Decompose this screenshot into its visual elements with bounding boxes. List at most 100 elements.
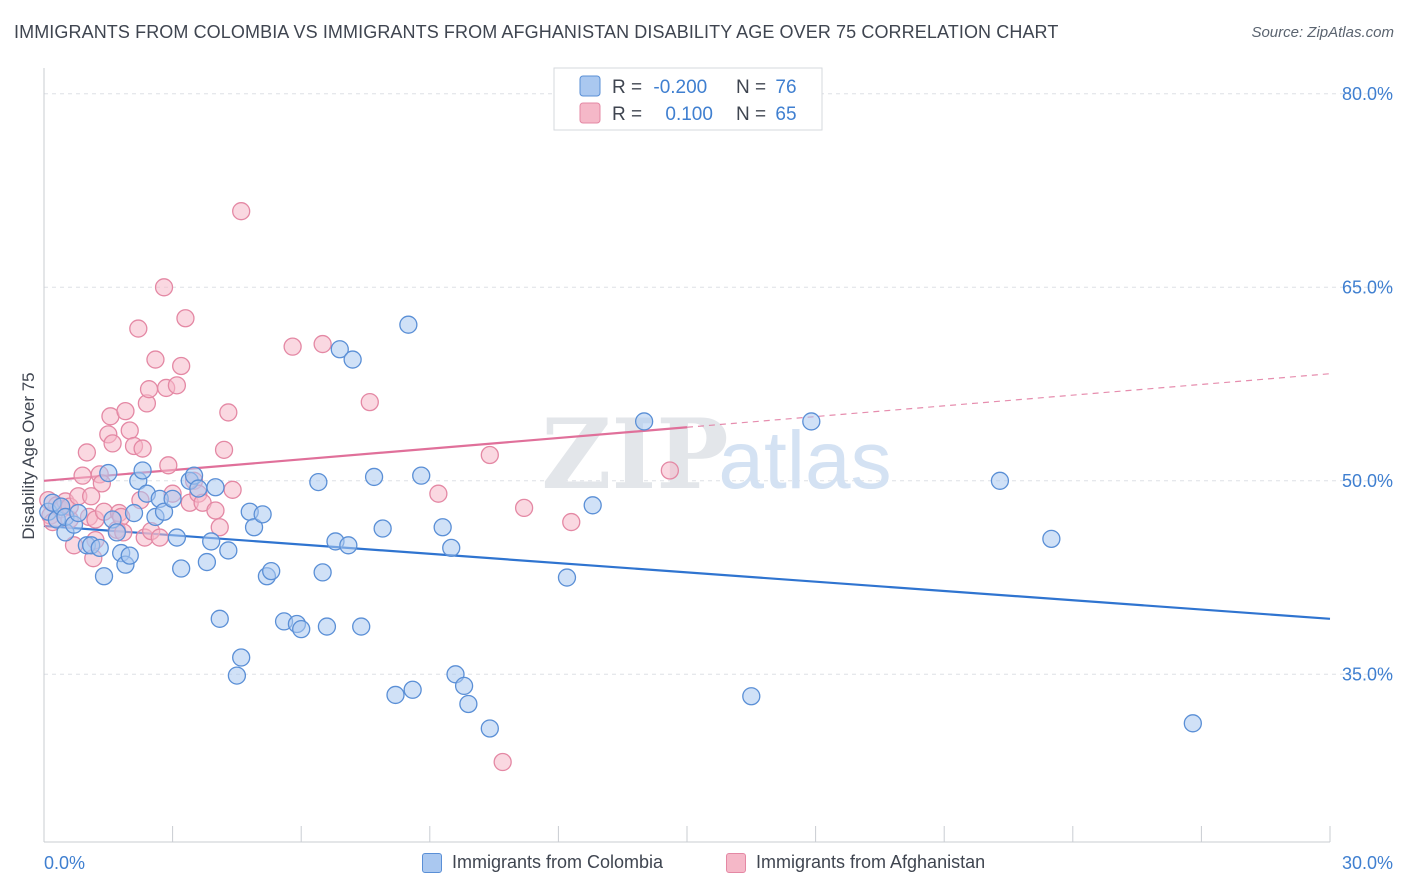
point-colombia	[480, 719, 499, 738]
point-afghanistan	[562, 512, 581, 532]
legend-n-value-colombia: 76	[775, 77, 796, 98]
point-colombia	[232, 648, 251, 667]
legend-swatch-afghanistan	[579, 102, 601, 124]
point-afghanistan	[116, 401, 135, 421]
point-colombia	[107, 523, 127, 542]
legend-swatch-afghanistan	[726, 852, 746, 873]
point-colombia	[167, 528, 187, 547]
legend-label-colombia: Immigrants from Colombia	[452, 852, 664, 872]
legend-label-afghanistan: Immigrants from Afghanistan	[756, 852, 986, 872]
point-colombia	[352, 617, 371, 636]
y-axis-label: Disability Age Over 75	[19, 372, 38, 539]
point-colombia	[292, 620, 311, 639]
trend-line-afghanistan-extension	[686, 373, 1331, 428]
point-colombia	[339, 536, 358, 555]
point-colombia	[364, 467, 384, 487]
y-tick-label: 35.0%	[1342, 664, 1393, 684]
point-afghanistan	[172, 356, 191, 376]
point-colombia	[433, 518, 452, 537]
point-colombia	[442, 538, 461, 558]
point-colombia	[262, 561, 281, 581]
point-colombia	[197, 552, 217, 572]
point-colombia	[412, 466, 431, 485]
data-points	[39, 202, 1202, 772]
trend-line-colombia	[43, 524, 1331, 620]
point-afghanistan	[206, 501, 225, 520]
point-afghanistan	[82, 487, 101, 506]
point-afghanistan	[429, 484, 448, 503]
point-afghanistan	[480, 445, 499, 465]
point-afghanistan	[154, 278, 174, 297]
point-afghanistan	[129, 319, 148, 338]
point-colombia	[373, 519, 392, 538]
point-colombia	[990, 471, 1010, 490]
point-afghanistan	[214, 440, 234, 459]
y-tick-label: 80.0%	[1342, 84, 1393, 104]
point-afghanistan	[313, 334, 332, 354]
point-colombia	[189, 479, 208, 498]
point-colombia	[1042, 529, 1061, 548]
point-colombia	[343, 350, 362, 369]
svg-text:N = 65: N = 65	[736, 104, 797, 125]
legend-item-colombia[interactable]: Immigrants from Colombia	[422, 852, 663, 873]
point-afghanistan	[219, 403, 238, 422]
chart-title: IMMIGRANTS FROM COLOMBIA VS IMMIGRANTS F…	[14, 22, 1059, 42]
point-colombia	[330, 340, 349, 359]
point-colombia	[163, 489, 182, 509]
point-afghanistan	[360, 392, 379, 412]
legend-r-value-afghanistan: 0.100	[665, 104, 713, 125]
source-credit: Source: ZipAtlas.com	[1251, 24, 1394, 41]
legend-r-label: R =	[612, 104, 647, 125]
point-colombia	[403, 680, 422, 699]
svg-text:N = 76: N = 76	[736, 77, 797, 98]
point-afghanistan	[77, 443, 97, 462]
point-afghanistan	[493, 752, 512, 772]
point-colombia	[317, 617, 337, 636]
watermark-atlas: atlas	[718, 415, 891, 506]
point-colombia	[557, 568, 577, 587]
point-afghanistan	[283, 337, 302, 356]
point-afghanistan	[232, 202, 251, 221]
point-afghanistan	[660, 461, 680, 480]
svg-text:R = -0.200: R = -0.200	[612, 77, 707, 98]
point-afghanistan	[103, 434, 122, 453]
point-colombia	[454, 676, 474, 696]
point-colombia	[227, 666, 247, 685]
point-colombia	[253, 505, 272, 524]
svg-text:R = 0.100: R = 0.100	[612, 104, 713, 125]
point-colombia	[94, 567, 114, 586]
point-colombia	[386, 685, 405, 705]
y-tick-label: 65.0%	[1342, 277, 1393, 297]
point-colombia	[742, 687, 761, 706]
point-colombia	[210, 609, 229, 628]
point-colombia	[172, 559, 191, 578]
y-tick-labels: 35.0% 50.0% 65.0% 80.0%	[1342, 84, 1393, 684]
point-afghanistan	[120, 421, 139, 440]
point-colombia	[154, 502, 174, 521]
point-colombia	[634, 412, 654, 431]
x-tick-labels: 0.0% 30.0%	[44, 853, 1393, 873]
point-afghanistan	[73, 466, 92, 485]
point-colombia	[459, 694, 478, 714]
legend-swatch-colombia	[422, 852, 442, 873]
point-colombia	[313, 563, 332, 582]
point-afghanistan	[146, 350, 165, 369]
y-tick-label: 50.0%	[1342, 471, 1393, 491]
point-colombia	[120, 546, 139, 565]
axes	[43, 68, 1331, 843]
watermark-zip: ZIP	[541, 398, 728, 511]
point-afghanistan	[223, 480, 242, 499]
point-colombia	[1183, 714, 1202, 733]
legend-swatch-colombia	[579, 75, 601, 97]
legend-n-label: N =	[736, 77, 771, 98]
point-afghanistan	[133, 439, 152, 458]
point-colombia	[206, 478, 225, 497]
legend-n-label: N =	[736, 104, 771, 125]
legend-item-afghanistan[interactable]: Immigrants from Afghanistan	[726, 852, 985, 873]
grid-lines	[44, 93, 1393, 675]
point-colombia	[133, 461, 152, 480]
point-colombia	[802, 412, 821, 431]
point-colombia	[244, 518, 264, 537]
x-tick-label: 30.0%	[1342, 853, 1393, 873]
